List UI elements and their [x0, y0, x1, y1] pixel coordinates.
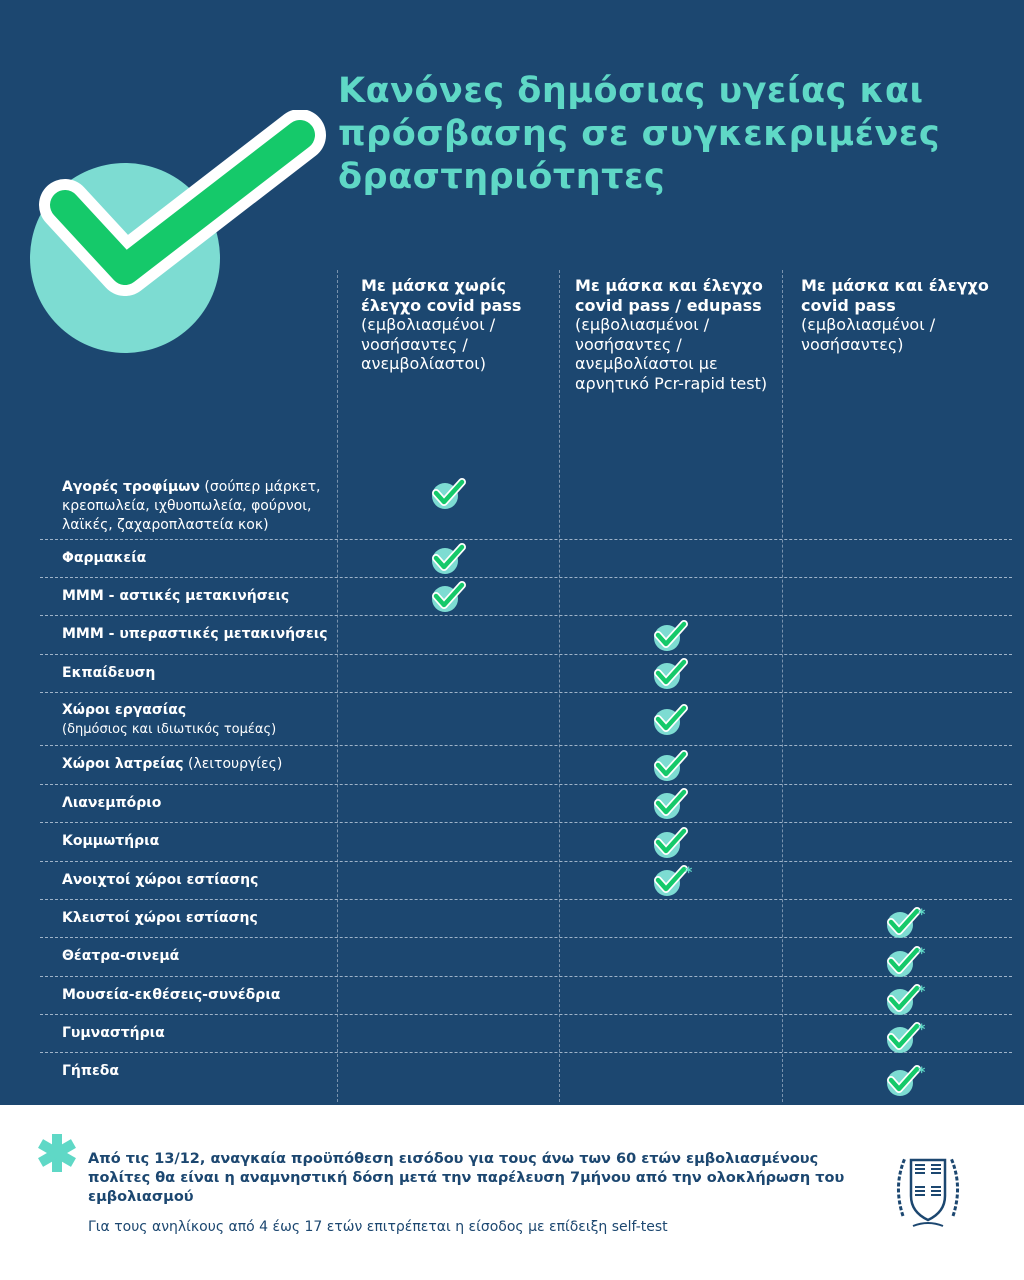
checkmark-icon [654, 619, 688, 651]
table-row: Ανοιχτοί χώροι εστίασης * [40, 862, 1012, 900]
row-label: Χώροι εργασίας (δημόσιος και ιδιωτικός το… [62, 701, 332, 739]
row-label: Μουσεία-εκθέσεις-συνέδρια [62, 986, 332, 1005]
row-label-bold: Γήπεδα [62, 1063, 119, 1079]
column-header-detail: (εμβολιασμένοι / νοσήσαντες / ανεμβολίασ… [361, 315, 496, 373]
row-label-bold: Φαρμακεία [62, 550, 147, 566]
table-row: Κλειστοί χώροι εστίασης * [40, 900, 1012, 938]
table-row: Χώροι εργασίας (δημόσιος και ιδιωτικός το… [40, 693, 1012, 746]
row-label: ΜΜΜ - αστικές μετακινήσεις [62, 587, 332, 606]
row-label: Γήπεδα [62, 1062, 332, 1081]
row-label-bold: Μουσεία-εκθέσεις-συνέδρια [62, 987, 281, 1003]
row-label: Φαρμακεία [62, 549, 332, 568]
asterisk-marker: * [918, 1022, 926, 1038]
table-row: Λιανεμπόριο [40, 785, 1012, 823]
checkmark-icon [432, 478, 466, 509]
column-header-detail: (εμβολιασμένοι / νοσήσαντες / ανεμβολίασ… [575, 315, 768, 393]
checkmark-icon [887, 1064, 921, 1096]
checkmark-icon [887, 984, 921, 1015]
column-divider [337, 270, 338, 1102]
row-label-bold: Θέατρα-σινεμά [62, 948, 180, 964]
asterisk-marker: * [918, 907, 926, 923]
table-row: Αγορές τροφίμων (σούπερ μάρκετ, κρεοπωλε… [40, 470, 1012, 540]
checkmark-icon [887, 945, 921, 977]
row-label: Αγορές τροφίμων (σούπερ μάρκετ, κρεοπωλε… [62, 478, 332, 535]
table-row: ΜΜΜ - αστικές μετακινήσεις [40, 578, 1012, 616]
column-header-covid-pass: Με μάσκα και έλεγχο covid pass (εμβολιασμ… [801, 276, 991, 354]
asterisk-icon [38, 1134, 76, 1172]
row-label-bold: Εκπαίδευση [62, 665, 156, 681]
footer-note-minors: Για τους ανηλίκους από 4 έως 17 ετών επι… [88, 1219, 668, 1235]
row-label-detail: (λειτουργίες) [183, 756, 283, 772]
table-row: Γυμναστήρια * [40, 1015, 1012, 1053]
checkmark-icon [654, 703, 688, 735]
table-row: Κομμωτήρια [40, 823, 1012, 862]
asterisk-marker: * [685, 865, 693, 881]
checkmark-icon [654, 788, 688, 819]
checkmark-icon [432, 543, 466, 574]
hellenic-emblem-icon [897, 1157, 959, 1227]
column-header-bold: Με μάσκα και έλεγχο covid pass [801, 276, 989, 315]
column-header-covid-edupass: Με μάσκα και έλεγχο covid pass / edupass… [575, 276, 775, 393]
checkmark-icon [654, 749, 688, 781]
row-label: Γυμναστήρια [62, 1024, 332, 1043]
row-label-bold: Ανοιχτοί χώροι εστίασης [62, 872, 259, 888]
row-label-bold: Χώροι εργασίας [62, 702, 187, 718]
table-row: Γήπεδα * [40, 1053, 1012, 1100]
column-header-detail: (εμβολιασμένοι /νοσήσαντες) [801, 315, 936, 354]
table-row: Φαρμακεία [40, 540, 1012, 578]
row-label-bold: Αγορές τροφίμων [62, 479, 200, 495]
large-checkmark-logo-icon [30, 110, 326, 353]
asterisk-marker: * [918, 984, 926, 1000]
checkmark-icon [654, 826, 688, 858]
row-label-detail: (σούπερ μάρκετ, κρεοπωλεία, ιχθυοπωλεία,… [62, 479, 321, 533]
page-title: Κανόνες δημόσιας υγείας και πρόσβασης σε… [338, 71, 941, 197]
asterisk-marker: * [918, 1064, 926, 1081]
row-label-detail: (δημόσιος και ιδιωτικός τομέας) [62, 722, 277, 737]
column-header-no-pass: Με μάσκα χωρίς έλεγχο covid pass (εμβολια… [361, 276, 551, 374]
row-label: Ανοιχτοί χώροι εστίασης [62, 871, 332, 890]
table-row: Εκπαίδευση [40, 655, 1012, 693]
row-label-bold: Κλειστοί χώροι εστίασης [62, 910, 258, 926]
row-label-bold: ΜΜΜ - αστικές μετακινήσεις [62, 588, 290, 604]
checkmark-icon [654, 658, 688, 689]
row-label: ΜΜΜ - υπεραστικές μετακινήσεις [62, 625, 332, 644]
column-header-bold: Με μάσκα χωρίς έλεγχο covid pass [361, 276, 522, 315]
checkmark-icon [887, 1022, 921, 1053]
row-label: Εκπαίδευση [62, 664, 332, 683]
asterisk-marker: * [918, 945, 926, 962]
column-header-bold: Με μάσκα και έλεγχο covid pass / edupass [575, 276, 763, 315]
checkmark-icon [887, 907, 921, 938]
row-label-bold: Χώροι λατρείας [62, 756, 184, 772]
row-label: Λιανεμπόριο [62, 794, 332, 813]
row-label: Κλειστοί χώροι εστίασης [62, 909, 332, 928]
table-row: Χώροι λατρείας (λειτουργίες) [40, 746, 1012, 785]
footer-note-booster: Από τις 13/12, αναγκαία προϋπόθεση εισόδ… [88, 1151, 845, 1205]
row-label-bold: Γυμναστήρια [62, 1025, 165, 1041]
row-label-bold: ΜΜΜ - υπεραστικές μετακινήσεις [62, 626, 328, 642]
column-divider [559, 270, 560, 1102]
row-label: Θέατρα-σινεμά [62, 947, 332, 966]
checkmark-icon [432, 581, 466, 612]
row-label: Κομμωτήρια [62, 832, 332, 851]
row-label-bold: Κομμωτήρια [62, 833, 160, 849]
row-label-bold: Λιανεμπόριο [62, 795, 162, 811]
table-row: Θέατρα-σινεμά * [40, 938, 1012, 977]
row-label: Χώροι λατρείας (λειτουργίες) [62, 755, 332, 774]
table-row: Μουσεία-εκθέσεις-συνέδρια * [40, 977, 1012, 1015]
column-divider [782, 270, 783, 1102]
checkmark-icon [654, 865, 688, 896]
table-row: ΜΜΜ - υπεραστικές μετακινήσεις [40, 616, 1012, 655]
